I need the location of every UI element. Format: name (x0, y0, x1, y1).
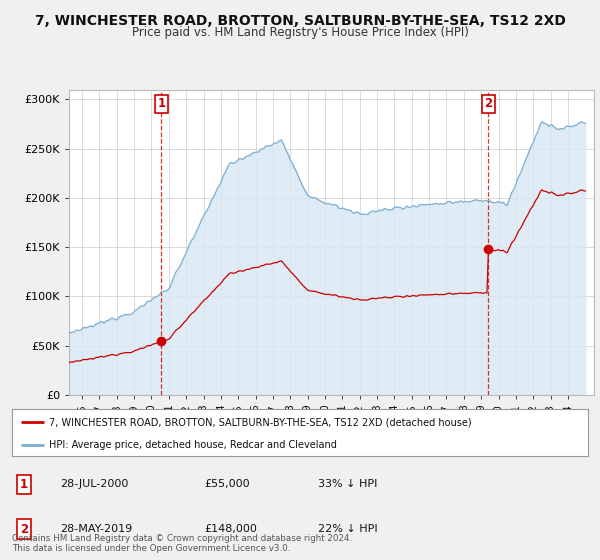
Text: £55,000: £55,000 (204, 479, 250, 489)
Text: £148,000: £148,000 (204, 524, 257, 534)
Text: 1: 1 (20, 478, 28, 491)
Text: 28-MAY-2019: 28-MAY-2019 (60, 524, 132, 534)
Text: 22% ↓ HPI: 22% ↓ HPI (318, 524, 377, 534)
Text: 33% ↓ HPI: 33% ↓ HPI (318, 479, 377, 489)
Text: 1: 1 (157, 97, 166, 110)
Text: 7, WINCHESTER ROAD, BROTTON, SALTBURN-BY-THE-SEA, TS12 2XD (detached house): 7, WINCHESTER ROAD, BROTTON, SALTBURN-BY… (49, 417, 472, 427)
Text: 7, WINCHESTER ROAD, BROTTON, SALTBURN-BY-THE-SEA, TS12 2XD: 7, WINCHESTER ROAD, BROTTON, SALTBURN-BY… (35, 14, 565, 28)
Text: Price paid vs. HM Land Registry's House Price Index (HPI): Price paid vs. HM Land Registry's House … (131, 26, 469, 39)
Text: HPI: Average price, detached house, Redcar and Cleveland: HPI: Average price, detached house, Redc… (49, 440, 337, 450)
Text: 2: 2 (484, 97, 493, 110)
Text: 28-JUL-2000: 28-JUL-2000 (60, 479, 128, 489)
Text: 2: 2 (20, 522, 28, 536)
Text: Contains HM Land Registry data © Crown copyright and database right 2024.
This d: Contains HM Land Registry data © Crown c… (12, 534, 352, 553)
